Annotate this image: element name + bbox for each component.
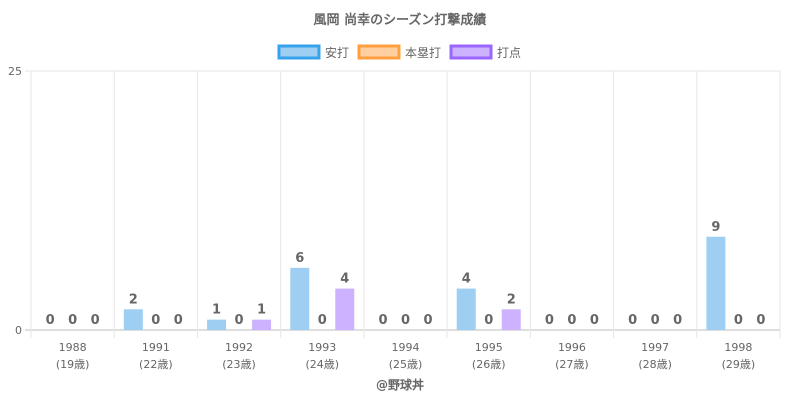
data-label: 0	[174, 313, 183, 328]
bar	[252, 319, 272, 330]
data-label: 0	[378, 313, 387, 328]
x-tick-label: 1994	[392, 341, 420, 354]
bar	[706, 236, 726, 330]
bar	[501, 309, 521, 330]
x-tick-sublabel: (29歳)	[722, 358, 756, 371]
data-label: 0	[673, 313, 682, 328]
data-label: 0	[484, 313, 493, 328]
x-tick-sublabel: (26歳)	[472, 358, 506, 371]
data-label: 0	[318, 313, 327, 328]
data-label: 0	[235, 313, 244, 328]
x-tick-label: 1998	[724, 341, 752, 354]
data-label: 0	[401, 313, 410, 328]
bar	[335, 288, 355, 330]
legend-swatch	[277, 44, 321, 60]
bars	[123, 236, 726, 330]
data-label: 4	[340, 272, 349, 287]
data-label: 0	[567, 313, 576, 328]
chart-title: 風岡 尚幸のシーズン打撃成績	[314, 12, 487, 28]
legend-swatch	[449, 44, 493, 60]
bar	[290, 267, 310, 330]
x-tick-label: 1991	[142, 341, 170, 354]
x-tick-label: 1996	[558, 341, 586, 354]
legend-label: 安打	[325, 45, 349, 60]
data-label: 0	[545, 313, 554, 328]
x-axis-title: @野球丼	[376, 377, 424, 392]
data-label: 0	[590, 313, 599, 328]
data-label: 2	[129, 292, 138, 307]
x-tick-sublabel: (19歳)	[56, 358, 90, 371]
x-tick-sublabel: (28歳)	[638, 358, 672, 371]
bar	[123, 309, 143, 330]
grid	[25, 70, 781, 338]
legend-label: 打点	[497, 46, 521, 60]
data-label: 0	[91, 313, 100, 328]
data-label: 4	[462, 272, 471, 287]
legend-label: 本塁打	[405, 46, 441, 60]
data-label: 1	[257, 303, 266, 318]
bar	[207, 319, 227, 330]
legend-swatch	[357, 44, 401, 60]
data-label: 0	[151, 313, 160, 328]
x-tick-sublabel: (23歳)	[222, 358, 256, 371]
x-tick-label: 1988	[59, 341, 87, 354]
data-label: 0	[756, 313, 765, 328]
legend: 安打 本塁打 打点	[277, 44, 521, 60]
x-tick-sublabel: (24歳)	[305, 358, 339, 371]
data-label: 2	[507, 292, 516, 307]
x-tick-label: 1993	[308, 341, 336, 354]
x-tick-label: 1995	[475, 341, 503, 354]
data-label: 9	[711, 220, 720, 235]
axes: 0 25 1988 (19歳) 1991 (22歳) 1992 (23歳) 1993 (24歳) 1…	[8, 65, 755, 371]
data-label: 0	[423, 313, 432, 328]
y-tick-label: 25	[8, 65, 22, 78]
x-tick-label: 1992	[225, 341, 253, 354]
x-tick-sublabel: (27歳)	[555, 358, 589, 371]
y-tick-label: 0	[15, 324, 22, 337]
x-tick-label: 1997	[641, 341, 669, 354]
data-label: 0	[46, 313, 55, 328]
data-label: 0	[628, 313, 637, 328]
data-label: 6	[295, 251, 304, 266]
data-label: 1	[212, 303, 221, 318]
data-label: 0	[734, 313, 743, 328]
data-label: 0	[651, 313, 660, 328]
x-tick-sublabel: (25歳)	[389, 358, 423, 371]
bar	[456, 288, 476, 330]
x-tick-sublabel: (22歳)	[139, 358, 173, 371]
data-label: 0	[68, 313, 77, 328]
